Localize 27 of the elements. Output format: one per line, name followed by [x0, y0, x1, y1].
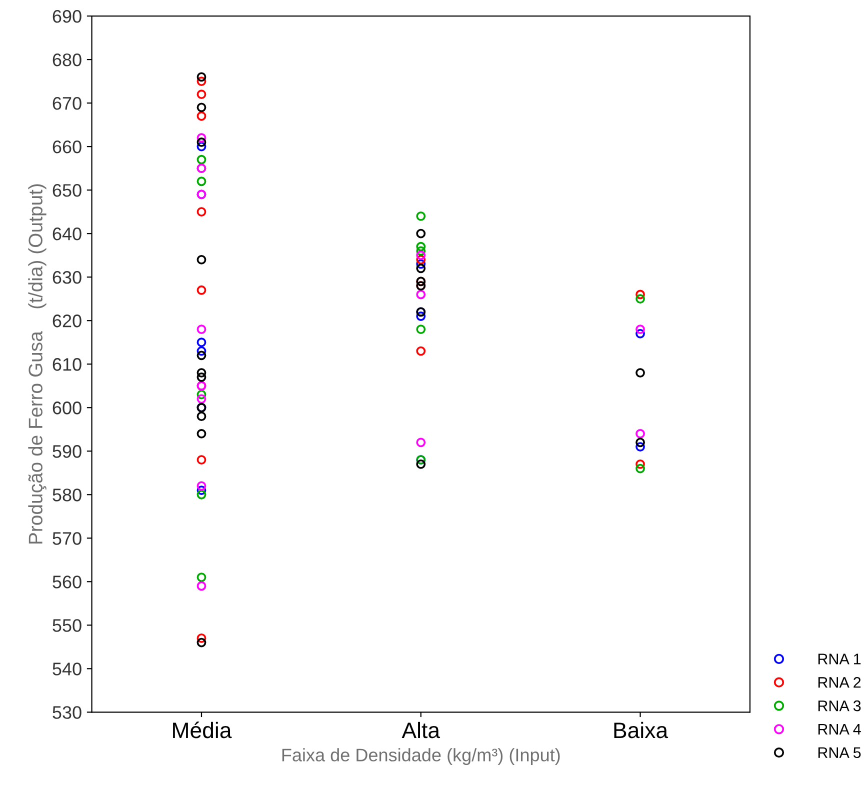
y-axis-title: Produção de Ferro Gusa (t/dia) (Output) [28, 184, 46, 544]
y-tick-label: 630 [52, 271, 82, 284]
legend-label: RNA 1 [818, 654, 861, 664]
y-tick-label: 560 [52, 576, 82, 588]
y-tick-label: 680 [52, 53, 82, 66]
y-tick-label: 620 [52, 314, 82, 328]
y-tick-label: 610 [52, 358, 82, 371]
y-tick-label: 600 [52, 402, 82, 414]
y-tick-label: 650 [52, 184, 82, 197]
x-tick-label: Média [173, 722, 232, 738]
y-tick-label: 590 [52, 445, 82, 458]
legend-label: RNA 4 [818, 724, 861, 734]
legend-label: RNA 2 [818, 677, 861, 688]
x-tick-label: Alta [402, 722, 440, 738]
y-tick-label: 640 [52, 228, 82, 240]
legend-label: RNA 5 [818, 747, 861, 758]
y-tick-label: 660 [52, 140, 82, 154]
y-tick-label: 540 [52, 662, 82, 676]
y-tick-label: 550 [52, 619, 82, 632]
y-tick-label: 530 [52, 706, 82, 719]
x-tick-label: Baixa [614, 722, 668, 738]
y-tick-label: 690 [52, 10, 82, 23]
legend-label: RNA 3 [818, 700, 861, 712]
x-axis-title: Faixa de Densidade (kg/m³) (Input) [282, 748, 560, 765]
y-tick-label: 670 [52, 96, 82, 110]
y-tick-label: 580 [52, 488, 82, 502]
y-tick-label: 570 [52, 532, 82, 545]
